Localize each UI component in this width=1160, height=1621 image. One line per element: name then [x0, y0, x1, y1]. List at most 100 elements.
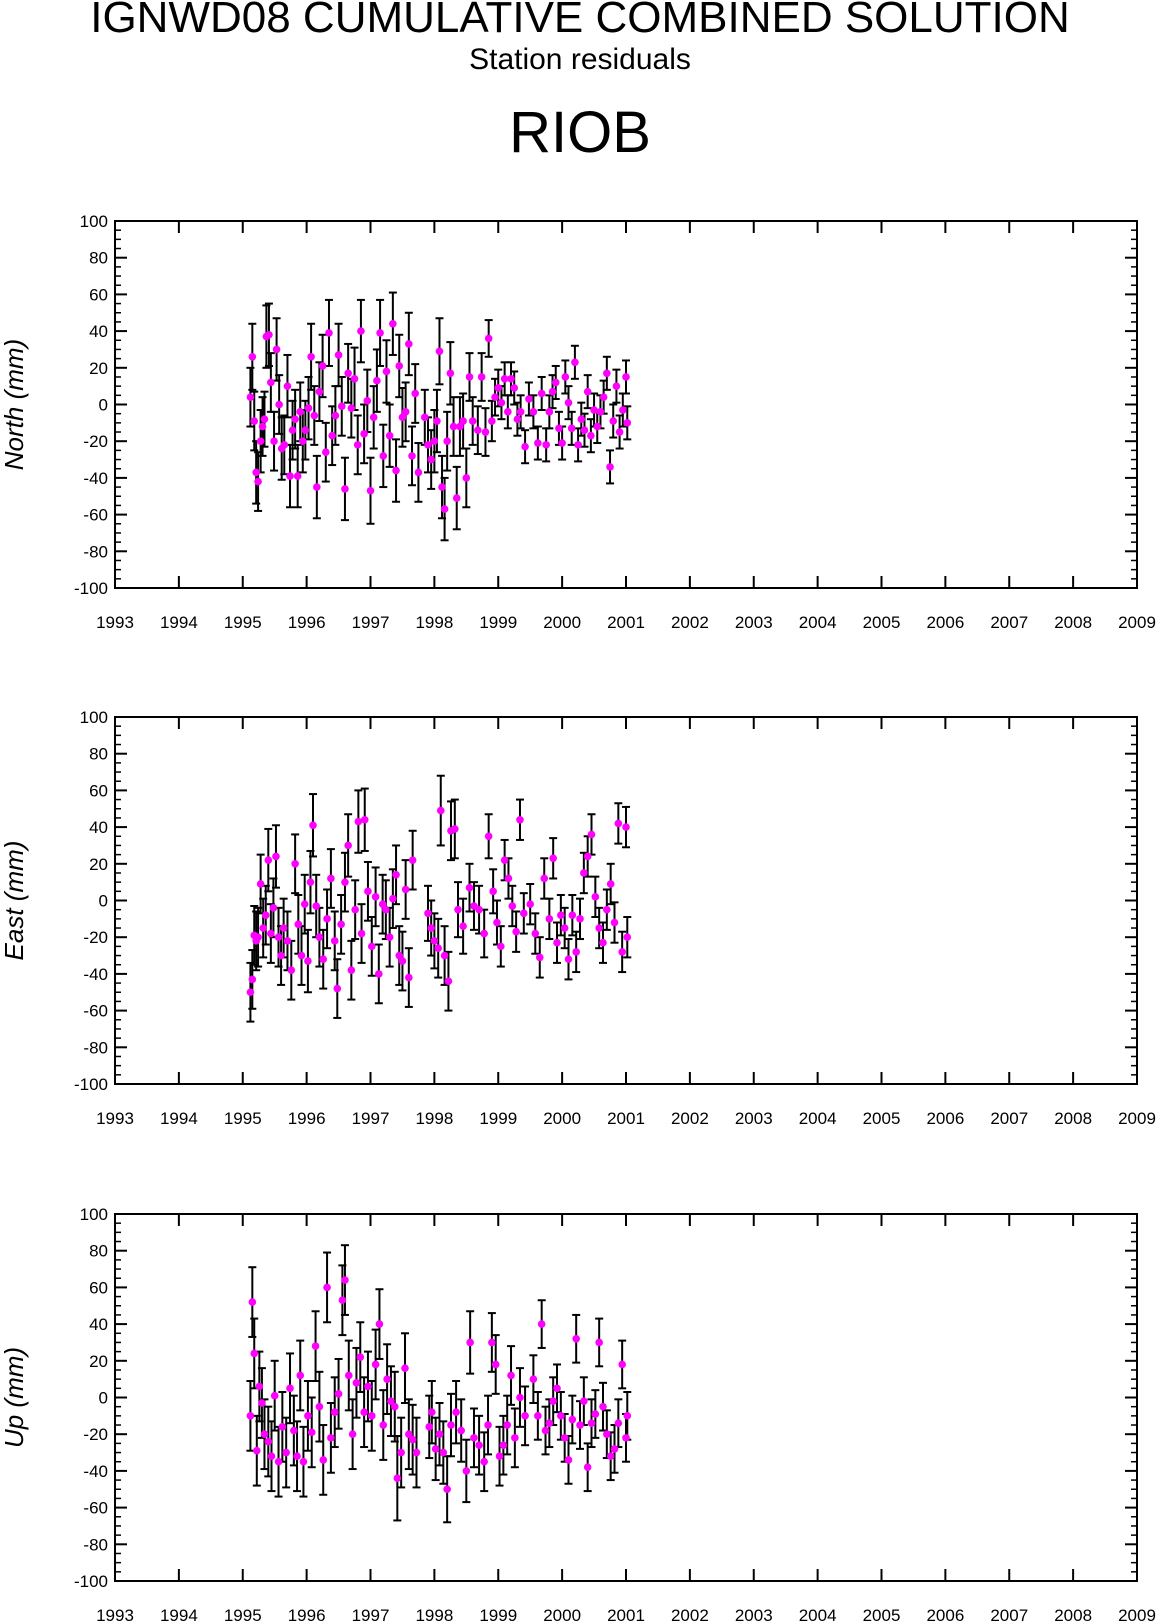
plot-frame	[114, 716, 1138, 1085]
data-point	[465, 883, 474, 892]
data-point	[279, 924, 288, 932]
data-point	[401, 408, 410, 416]
data-point	[433, 417, 441, 425]
data-point	[371, 893, 380, 901]
data-point	[470, 1434, 478, 1442]
data-point	[269, 904, 278, 912]
data-point	[382, 905, 390, 914]
x-tick-label: 1995	[224, 1606, 262, 1621]
data-point	[315, 1402, 324, 1411]
data-point	[321, 448, 330, 457]
data-point	[347, 404, 356, 412]
data-point	[360, 430, 368, 438]
data-point	[248, 352, 257, 361]
y-tick-label: 80	[89, 745, 108, 764]
data-point	[323, 1283, 331, 1292]
data-point	[622, 373, 630, 381]
data-point	[296, 408, 305, 416]
y-tick-label: -100	[74, 579, 108, 598]
data-point	[459, 417, 467, 425]
y-tick-label: 20	[89, 855, 108, 874]
x-tick-label: 1997	[352, 613, 390, 632]
chart-subtitle: Station residuals	[469, 43, 691, 76]
data-point	[462, 474, 471, 482]
y-tick-label: -40	[83, 965, 108, 984]
x-tick-label: 2000	[543, 613, 581, 632]
x-tick-label: 2005	[863, 1109, 901, 1128]
data-point	[451, 825, 459, 833]
data-point	[254, 933, 262, 941]
y-tick-label: 60	[89, 781, 108, 800]
x-tick-label: 2007	[990, 1606, 1028, 1621]
data-point	[385, 431, 394, 440]
data-point	[542, 441, 550, 449]
data-point	[375, 970, 383, 978]
x-tick-label: 2008	[1054, 1606, 1092, 1621]
data-point	[572, 1334, 580, 1343]
data-point	[378, 900, 387, 908]
data-point	[408, 452, 416, 460]
data-point	[434, 944, 443, 953]
data-point	[267, 929, 275, 938]
data-point	[557, 911, 565, 919]
data-point	[583, 387, 592, 396]
x-tick-label: 2006	[926, 1109, 964, 1128]
data-point	[564, 398, 573, 407]
data-point	[256, 437, 265, 446]
data-point	[246, 988, 255, 997]
data-point	[571, 358, 579, 367]
data-point	[331, 411, 340, 420]
panel-3: 1993 1994 1995 1996 1997 1998 1999 2000 2001 2002…	[0, 1205, 1156, 1621]
data-point	[250, 417, 259, 425]
data-point	[315, 387, 324, 396]
x-tick-label: 1999	[479, 1606, 517, 1621]
x-tick-label: 2002	[671, 613, 709, 632]
y-tick-label: 20	[89, 1352, 108, 1371]
data-point	[267, 1452, 276, 1461]
data-point	[513, 415, 522, 423]
data-point	[500, 375, 509, 383]
data-point	[462, 1467, 471, 1475]
data-point	[367, 1412, 376, 1420]
data-point	[444, 977, 453, 986]
data-point	[337, 920, 345, 929]
x-tick-label: 1993	[96, 1109, 134, 1128]
data-point	[623, 933, 632, 941]
data-point	[488, 417, 496, 425]
data-point	[504, 874, 513, 883]
data-point	[595, 924, 603, 932]
data-point	[510, 384, 519, 392]
data-point	[306, 878, 315, 886]
data-point	[293, 1452, 301, 1461]
data-point	[283, 937, 292, 945]
data-point	[491, 1360, 500, 1369]
data-point	[512, 927, 520, 936]
data-point	[583, 1463, 592, 1472]
data-point	[443, 1485, 451, 1494]
x-tick-label: 2007	[990, 613, 1028, 632]
data-point	[568, 1415, 577, 1424]
x-tick-label: 2009	[1118, 613, 1156, 632]
data-point	[293, 472, 302, 480]
data-point	[401, 885, 410, 894]
data-point	[560, 1434, 569, 1442]
data-point	[405, 340, 413, 348]
data-point	[443, 437, 451, 446]
data-point	[283, 382, 292, 390]
data-point	[484, 334, 493, 343]
data-point	[548, 387, 557, 396]
data-point	[489, 887, 497, 896]
data-point	[452, 494, 461, 502]
data-point	[521, 1412, 529, 1420]
data-point	[610, 918, 619, 927]
data-point	[549, 854, 557, 863]
data-point	[408, 856, 417, 864]
x-tick-label: 1997	[352, 1109, 390, 1128]
y-tick-label: 80	[89, 1242, 108, 1261]
x-tick-label: 1998	[415, 1109, 453, 1128]
data-point	[333, 984, 342, 993]
data-point	[246, 393, 255, 401]
data-point	[264, 856, 273, 864]
data-point	[254, 477, 262, 486]
data-point	[595, 1338, 603, 1347]
